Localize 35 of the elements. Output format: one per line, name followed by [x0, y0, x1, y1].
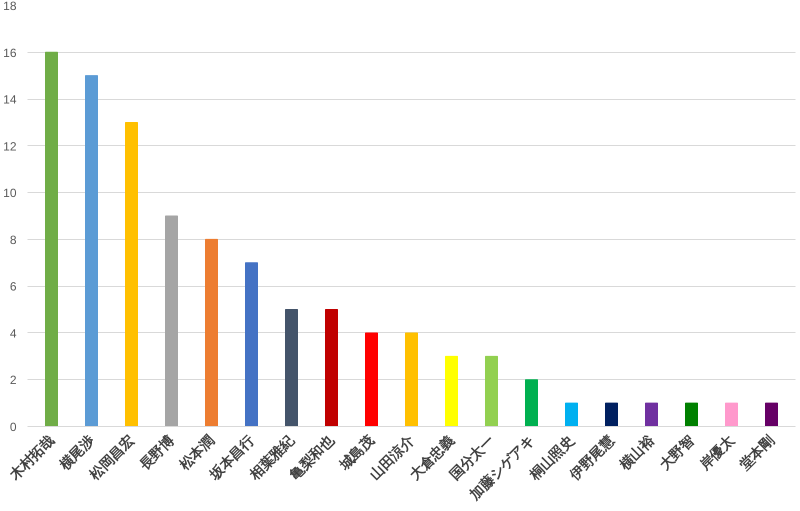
y-tick-label: 12 — [3, 139, 17, 154]
y-tick-label: 14 — [3, 92, 17, 107]
y-tick-label: 16 — [3, 46, 17, 60]
bar — [405, 332, 418, 426]
bar — [45, 52, 58, 426]
x-tick-label: 長野博 — [135, 432, 178, 474]
bar — [205, 238, 218, 426]
bar — [285, 309, 298, 426]
y-tick-label: 18 — [3, 0, 17, 13]
bar — [565, 402, 578, 426]
bar — [325, 309, 338, 426]
bar — [525, 379, 538, 426]
bar — [85, 75, 98, 426]
y-tick-label: 2 — [10, 373, 17, 388]
y-tick-label: 6 — [10, 280, 17, 294]
bar — [125, 122, 138, 426]
x-tick-label: 岸優太 — [695, 431, 738, 474]
bar — [485, 356, 498, 426]
y-tick-label: 4 — [10, 326, 17, 340]
bar — [445, 356, 458, 426]
bar — [765, 402, 778, 426]
x-tick-label: 横山裕 — [615, 431, 658, 474]
bar — [645, 402, 658, 426]
bar — [685, 402, 698, 426]
y-tick-label: 8 — [10, 232, 17, 247]
y-tick-label: 0 — [10, 420, 17, 434]
x-tick-label: 大野智 — [656, 432, 698, 473]
x-tick-label: 木村拓哉 — [6, 432, 58, 484]
bar — [605, 402, 618, 426]
y-tick-label: 10 — [3, 186, 17, 200]
bar — [245, 262, 258, 426]
bar — [725, 402, 738, 426]
bar — [165, 216, 178, 426]
x-tick-label: 堂本剛 — [735, 432, 778, 474]
bar — [365, 332, 378, 426]
